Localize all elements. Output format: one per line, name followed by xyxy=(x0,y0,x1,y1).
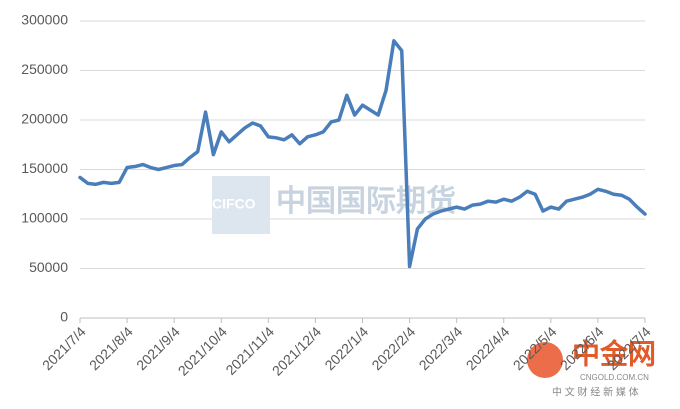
watermark: CIFCO xyxy=(212,196,256,212)
x-tick-label: 2022/2/4 xyxy=(368,323,418,373)
y-tick-label: 0 xyxy=(60,309,68,325)
watermark: 中金网 xyxy=(572,337,656,369)
y-tick-label: 100000 xyxy=(21,210,68,226)
x-tick-label: 2021/12/4 xyxy=(269,323,325,379)
y-tick-label: 150000 xyxy=(21,160,68,176)
x-tick-label: 2021/10/4 xyxy=(175,323,231,379)
x-tick-label: 2021/7/4 xyxy=(39,323,89,373)
y-tick-label: 250000 xyxy=(21,61,68,77)
watermark: 中 文 财 经 新 媒 体 xyxy=(552,386,639,399)
x-tick-label: 2022/1/4 xyxy=(321,323,371,373)
logo xyxy=(527,342,563,378)
data-line xyxy=(78,39,647,269)
watermark-box xyxy=(212,176,270,234)
x-tick-label: 2021/11/4 xyxy=(222,323,277,378)
x-tick-label: 2022/4/4 xyxy=(463,323,513,373)
y-tick-label: 200000 xyxy=(21,111,68,127)
watermark: 中国国际期货 xyxy=(276,184,456,218)
x-tick-label: 2021/8/4 xyxy=(86,323,136,373)
watermark: CNGOLD.COM.CN xyxy=(580,373,649,382)
x-tick-label: 2022/3/4 xyxy=(416,323,466,373)
y-tick-label: 300000 xyxy=(21,12,68,28)
y-tick-label: 50000 xyxy=(29,259,68,275)
